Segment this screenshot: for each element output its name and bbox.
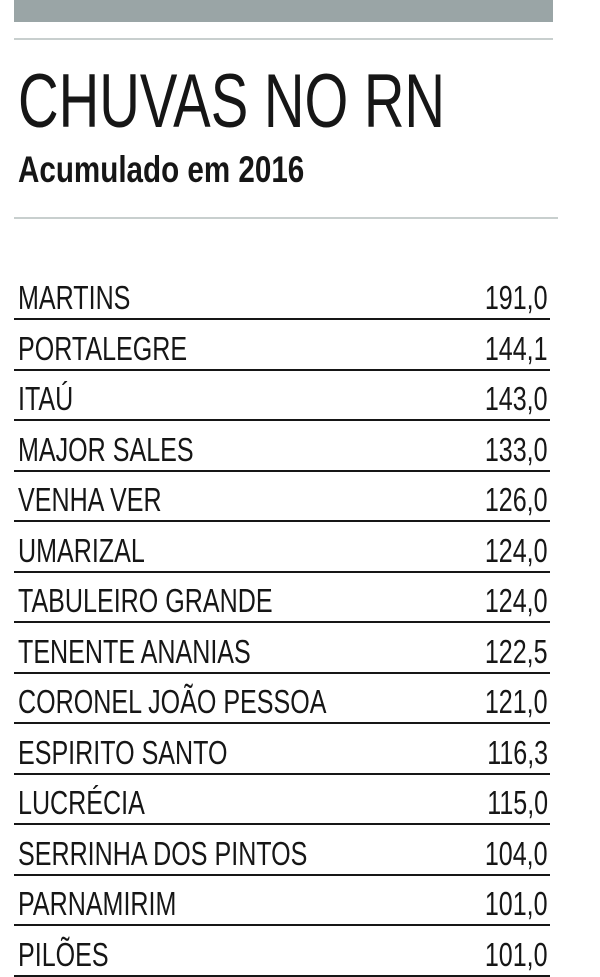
table-row: ITAÚ 143,0: [14, 377, 550, 421]
divider: [14, 38, 553, 40]
city-name: PORTALEGRE: [18, 329, 188, 367]
city-name: TENENTE ANANIAS: [18, 632, 251, 670]
rainfall-value: 116,3: [487, 733, 548, 771]
table-row: MARTINS 191,0: [14, 276, 550, 320]
city-name: SERRINHA DOS PINTOS: [18, 834, 308, 872]
table-row: SERRINHA DOS PINTOS 104,0: [14, 832, 550, 876]
table-row: TENENTE ANANIAS 122,5: [14, 630, 550, 674]
city-name: UMARIZAL: [18, 531, 145, 569]
rainfall-value: 101,0: [485, 935, 548, 973]
city-name: ITAÚ: [18, 380, 74, 417]
rainfall-value: 191,0: [485, 279, 548, 316]
table-row: PORTALEGRE 144,1: [14, 327, 550, 371]
top-bar: [14, 0, 553, 22]
rainfall-value: 101,0: [485, 885, 548, 922]
table-row: MAJOR SALES 133,0: [14, 428, 550, 472]
rainfall-value: 144,1: [485, 329, 548, 367]
rainfall-value: 121,0: [485, 683, 548, 720]
rainfall-value: 143,0: [485, 380, 548, 417]
rainfall-value: 124,0: [485, 531, 548, 569]
rainfall-value: 122,5: [485, 632, 548, 670]
rainfall-value: 133,0: [485, 430, 548, 468]
city-name: PARNAMIRIM: [18, 885, 177, 922]
table-row: PARNAMIRIM 101,0: [14, 882, 550, 926]
title: CHUVAS NO RN: [18, 59, 446, 144]
table-row: PILÕES 101,0: [14, 933, 550, 977]
city-name: MARTINS: [18, 279, 131, 316]
table-row: CORONEL JOÃO PESSOA 121,0: [14, 680, 550, 724]
table-row: ESPIRITO SANTO 116,3: [14, 731, 550, 775]
rainfall-value: 126,0: [485, 481, 548, 518]
city-name: CORONEL JOÃO PESSOA: [18, 683, 327, 720]
table-row: UMARIZAL 124,0: [14, 529, 550, 573]
rainfall-value: 124,0: [485, 582, 548, 619]
divider: [14, 217, 558, 219]
city-name: MAJOR SALES: [18, 430, 194, 468]
city-name: LUCRÉCIA: [18, 784, 145, 821]
city-name: PILÕES: [18, 935, 109, 973]
rainfall-value: 115,0: [487, 784, 548, 821]
subtitle: Acumulado em 2016: [18, 149, 305, 190]
table-row: VENHA VER 126,0: [14, 478, 550, 522]
city-name: ESPIRITO SANTO: [18, 733, 228, 771]
city-name: TABULEIRO GRANDE: [18, 582, 273, 619]
city-name: VENHA VER: [18, 481, 162, 518]
table-row: TABULEIRO GRANDE 124,0: [14, 579, 550, 623]
rainfall-value: 104,0: [485, 834, 548, 872]
table-row: LUCRÉCIA 115,0: [14, 781, 550, 825]
